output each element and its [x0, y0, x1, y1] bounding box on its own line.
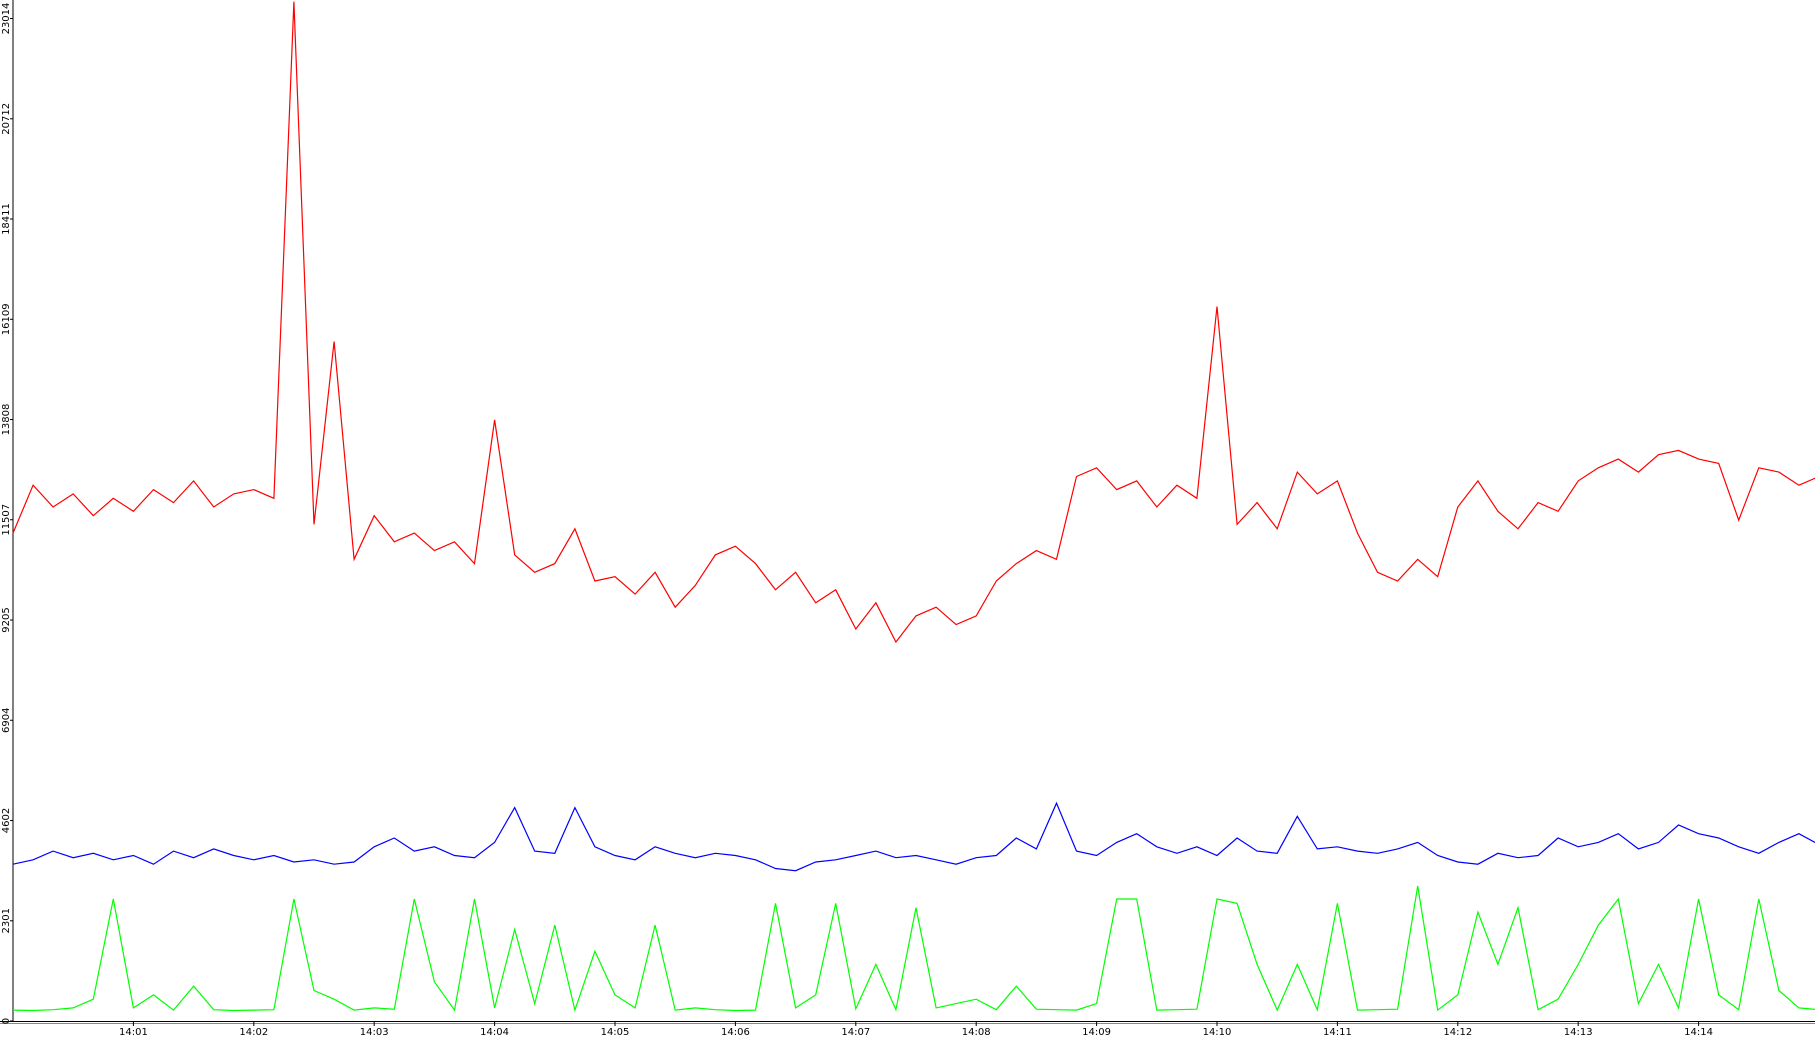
x-tick-label: 14:11	[1323, 1027, 1352, 1038]
series-line	[12, 1, 1815, 644]
y-tick-label: 0	[1, 1018, 12, 1024]
y-tick-label: 9205	[1, 607, 12, 632]
y-tick-label: 2301	[1, 908, 12, 933]
x-tick-label: 14:14	[1684, 1027, 1713, 1038]
x-tick-label: 14:09	[1082, 1027, 1111, 1038]
x-tick-label: 14:10	[1203, 1027, 1232, 1038]
y-tick-label: 6904	[1, 708, 12, 733]
y-tick-label: 20712	[1, 103, 12, 135]
y-tick-label: 11507	[1, 504, 12, 536]
x-tick-label: 14:13	[1564, 1027, 1593, 1038]
y-tick-label: 16109	[1, 303, 12, 335]
y-tick-label: 18411	[1, 203, 12, 235]
x-tick-label: 14:02	[239, 1027, 268, 1038]
x-tick-label: 14:04	[480, 1027, 509, 1038]
x-tick-label: 14:07	[841, 1027, 870, 1038]
y-tick-label: 13808	[1, 404, 12, 436]
x-tick-label: 14:06	[721, 1027, 750, 1038]
x-tick-label: 14:05	[601, 1027, 630, 1038]
y-tick-label: 23014	[1, 3, 12, 35]
x-tick-label: 14:12	[1443, 1027, 1472, 1038]
series-line	[12, 885, 1815, 1013]
x-tick-label: 14:08	[962, 1027, 991, 1038]
y-tick-label: 4602	[1, 808, 12, 833]
x-tick-label: 14:01	[119, 1027, 148, 1038]
x-tick-label: 14:03	[360, 1027, 389, 1038]
series-line	[12, 801, 1815, 872]
